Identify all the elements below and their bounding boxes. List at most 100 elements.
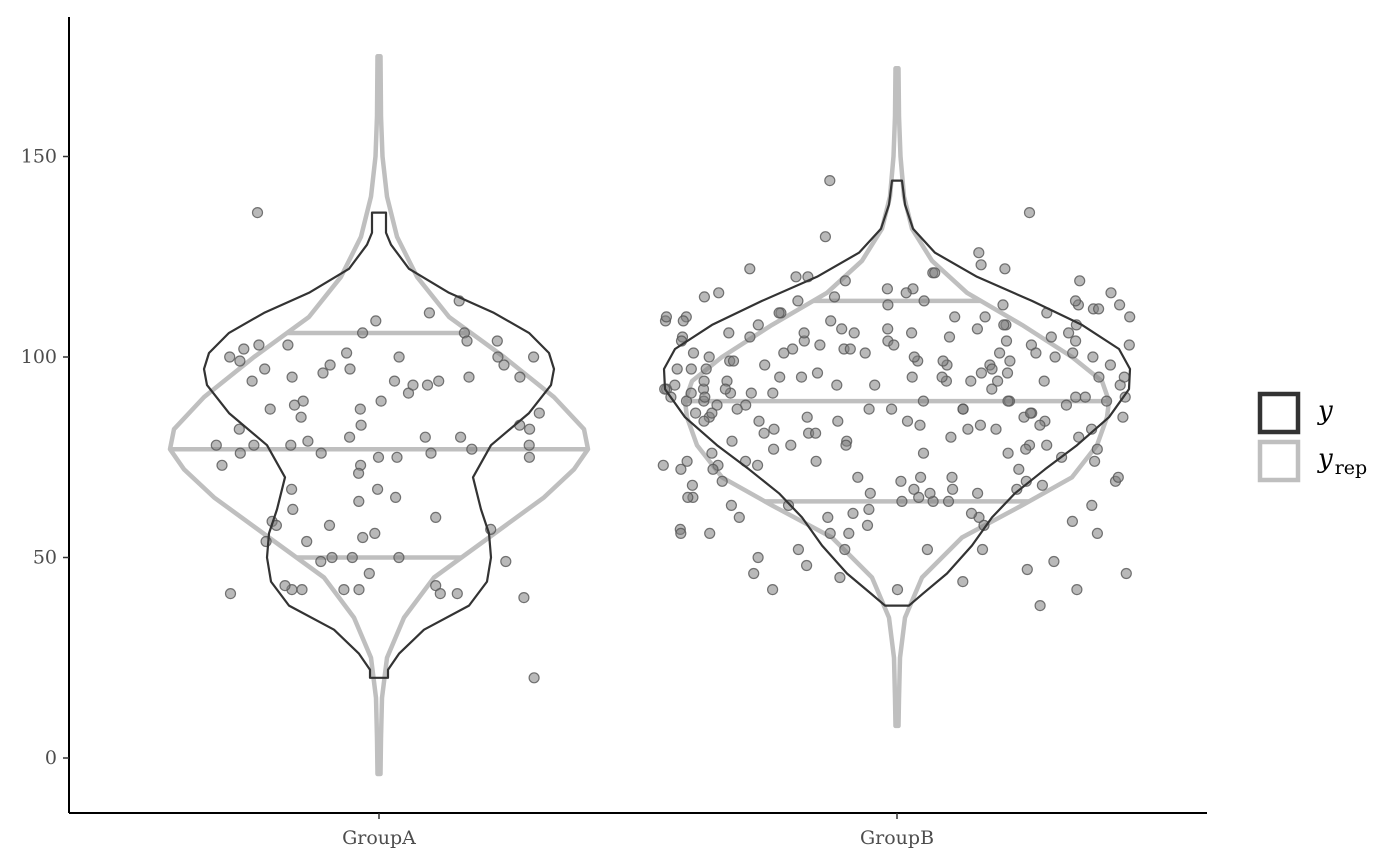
data-point (423, 307, 435, 319)
data-point (905, 327, 918, 339)
data-point (344, 431, 356, 443)
data-point (942, 495, 955, 507)
data-point (768, 423, 780, 435)
data-point (752, 551, 764, 564)
data-point (315, 447, 327, 459)
data-point (238, 343, 250, 355)
data-point (924, 487, 936, 499)
data-point (1092, 303, 1105, 315)
data-point (706, 447, 718, 459)
data-point (492, 351, 504, 363)
data-point (991, 375, 1004, 387)
data-point (463, 371, 475, 383)
data-point (782, 499, 795, 511)
y-tick-label: 0 (45, 747, 57, 769)
data-point (686, 479, 699, 491)
data-point (341, 347, 353, 359)
data-point (1112, 471, 1124, 483)
data-point (323, 519, 336, 532)
data-point (810, 455, 822, 467)
data-point (726, 435, 738, 447)
violin-yrep-groupb (682, 66, 1112, 729)
data-point (753, 415, 765, 427)
data-point (698, 291, 711, 303)
data-point (1048, 555, 1060, 568)
data-point (824, 175, 836, 187)
data-point (685, 363, 697, 375)
data-point (1117, 411, 1129, 423)
data-point (216, 459, 228, 471)
data-point (914, 471, 927, 483)
data-point (346, 551, 358, 564)
data-point (946, 471, 958, 483)
data-point (759, 359, 771, 371)
legend-label-0: y (1317, 396, 1333, 426)
data-point (745, 387, 757, 399)
data-point (713, 287, 725, 299)
data-point (357, 327, 369, 339)
axes: 0 50 100 150 GroupA GroupB (21, 17, 1207, 849)
legend-key-1 (1257, 439, 1301, 483)
data-point (1002, 395, 1014, 407)
data-point (1066, 515, 1079, 528)
data-point (798, 327, 810, 339)
y-tick-label: 150 (21, 146, 57, 168)
data-point (1087, 351, 1099, 363)
data-point (370, 315, 382, 327)
data-point (719, 383, 732, 395)
data-point (224, 351, 236, 363)
data-point (1120, 567, 1132, 580)
data-point (375, 395, 387, 407)
data-point (1104, 359, 1117, 371)
data-point (943, 331, 956, 343)
violin-yrep-groupa (167, 54, 591, 777)
data-point (498, 359, 510, 371)
plot-area (167, 54, 1136, 777)
data-point (407, 379, 419, 391)
data-point (748, 567, 760, 580)
data-point (986, 383, 998, 395)
data-point (393, 351, 405, 363)
data-point (687, 347, 700, 359)
data-point (861, 519, 874, 532)
data-point (716, 475, 728, 487)
data-point (914, 419, 926, 431)
data-point (286, 483, 298, 495)
data-point (434, 587, 446, 600)
data-point (675, 463, 687, 475)
data-point (282, 339, 294, 351)
data-point (863, 403, 875, 415)
data-point (699, 391, 711, 403)
data-point (1113, 299, 1126, 311)
data-point (1020, 443, 1032, 455)
x-tick-label: GroupA (342, 827, 416, 849)
data-point (657, 459, 669, 471)
data-point (1049, 351, 1061, 363)
data-point (1093, 371, 1105, 383)
data-point (908, 483, 920, 495)
data-point (888, 339, 900, 351)
data-point (491, 335, 503, 347)
data-point (523, 439, 535, 451)
data-point (353, 495, 365, 507)
data-point (433, 375, 445, 387)
data-point (425, 447, 437, 459)
data-point (973, 247, 985, 259)
data-point (500, 555, 512, 568)
data-point (848, 327, 860, 339)
data-point (828, 291, 841, 303)
data-point (725, 499, 738, 511)
data-point (286, 371, 298, 383)
data-point (809, 427, 822, 439)
data-point (466, 443, 478, 455)
data-point (1067, 347, 1079, 359)
data-point (975, 259, 987, 271)
data-point (900, 287, 912, 299)
data-point (353, 583, 365, 596)
data-point (682, 491, 694, 503)
data-point (800, 559, 813, 572)
data-point (819, 231, 832, 243)
data-point (869, 379, 881, 391)
data-point (979, 311, 991, 323)
data-point (908, 351, 920, 363)
